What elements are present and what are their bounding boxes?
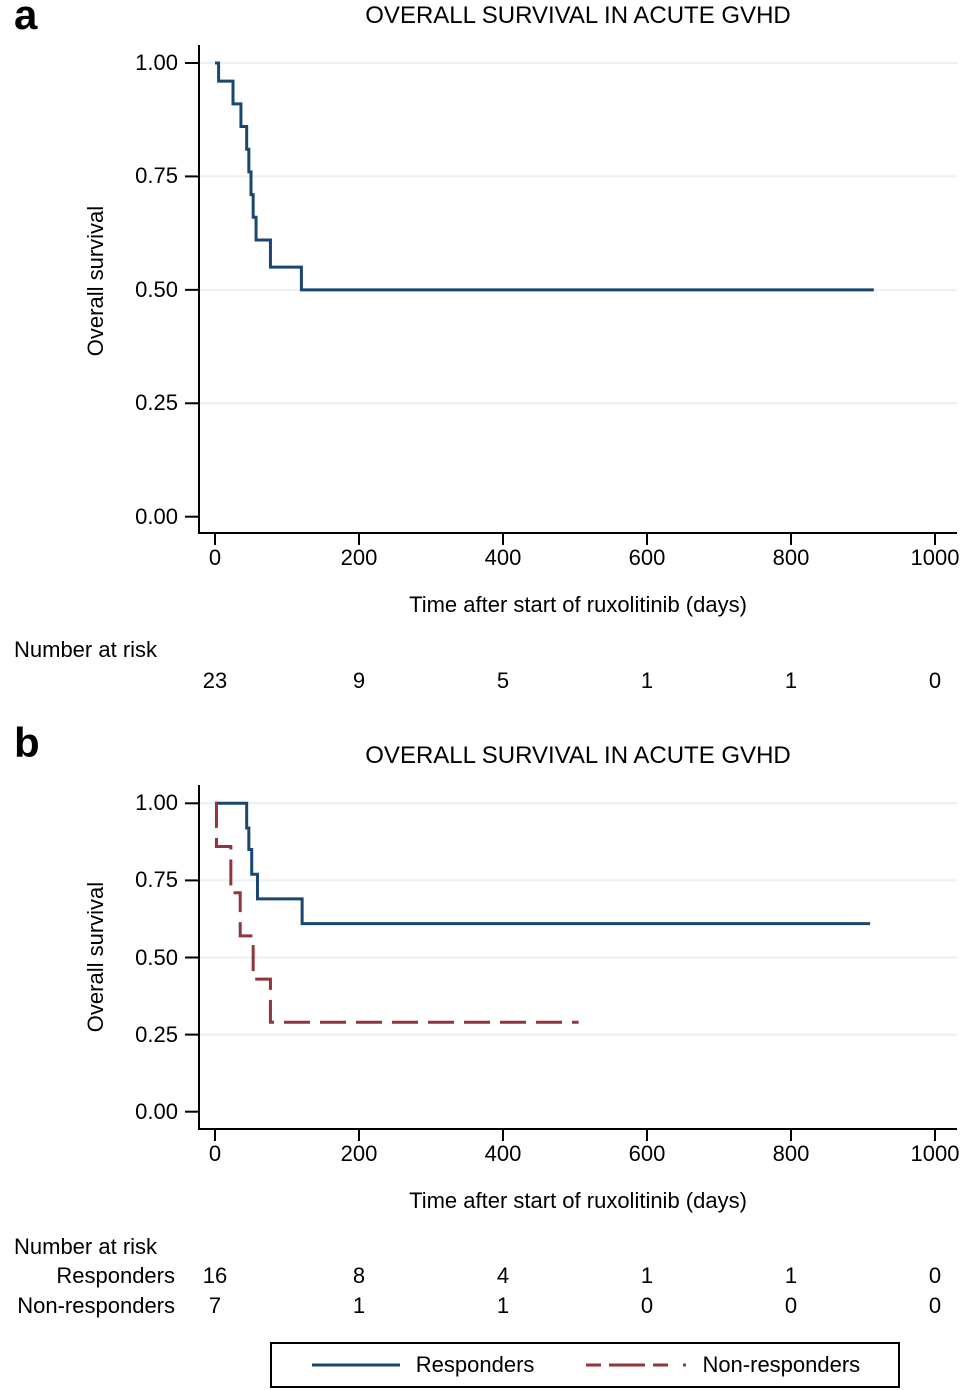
panel-b-y-tick-label: 0.50 [135,944,178,970]
panel-b-risk-count: 8 [352,1263,366,1288]
panel-b-risk-count: 1 [640,1263,654,1288]
panel-b-title: OVERALL SURVIVAL IN ACUTE GVHD [365,742,791,769]
panel-b-risk-count: 0 [784,1293,798,1318]
panel-b-risk-count: 4 [496,1263,510,1288]
panel-b-x-tick-label: 1000 [910,1141,960,1166]
panel-b-x-tick-label: 0 [208,1141,222,1166]
panel-b-risk-count: 0 [928,1293,942,1318]
panel-b-x-axis-label: Time after start of ruxolitinib (days) [409,1188,747,1213]
panel-a-x-axis-label: Time after start of ruxolitinib (days) [409,592,747,617]
panel-a-x-tick-label: 1000 [910,545,960,570]
panel-a-y-tick-label: 1.00 [135,50,178,75]
panel-b-curve-responders [215,801,871,926]
panel-b-y-tick-label: 1.00 [135,790,178,816]
panel-b-risk-count: 0 [928,1263,942,1288]
panel-a-risk-count: 1 [784,668,798,693]
panel-b-x-tick-label: 600 [628,1141,666,1166]
panel-b-x-tick-label: 400 [484,1141,522,1166]
panel-a-y-tick-label: 0.50 [135,276,178,302]
panel-a-y-tick-label: 0.00 [135,503,178,529]
panel-b-risk-count: 0 [640,1293,654,1318]
responders-line-swatch [311,1363,400,1367]
panel-a-risk-count: 23 [202,668,228,693]
panel-a-y-axis-label: Overall survival [83,205,108,357]
panel-a-number-at-risk-header: Number at risk [14,637,158,662]
panel-b-y-axis-label: Overall survival [83,881,108,1033]
panel-b-risk-count: 1 [352,1293,366,1318]
panel-a-x-tick-label: 800 [772,545,810,570]
legend: Responders Non-responders [270,1342,900,1388]
panel-a-risk-count: 0 [928,668,942,693]
panel-b-risk-count: 1 [496,1293,510,1318]
panel-b-curve-non-responders [214,801,579,1024]
panel-a-risk-count: 1 [640,668,654,693]
panel-a-risk-count: 9 [352,668,366,693]
panel-b-number-at-risk-header: Number at risk [14,1234,158,1259]
panel-b-y-tick-label: 0.75 [135,867,178,893]
panel-a-x-tick-label: 200 [340,545,378,570]
panel-a-y-tick-label: 0.75 [135,163,178,189]
panel-b-risk-count: 1 [784,1263,798,1288]
panel-b-x-tick-label: 200 [340,1141,378,1166]
panel-b-risk-row-label-responders: Responders [56,1263,175,1288]
panel-a-y-tick-label: 0.25 [135,390,178,416]
panel-b-y-tick-label: 0.25 [135,1021,178,1047]
panel-a-x-tick-label: 0 [208,545,222,570]
legend-label-non-responders: Non-responders [702,1352,861,1377]
panel-b-y-tick-label: 0.00 [135,1098,178,1124]
legend-item-non-responders: Non-responders [584,1352,860,1378]
legend-item-responders: Responders [310,1352,535,1378]
panel-b-x-tick-label: 800 [772,1141,810,1166]
panel-a-title: OVERALL SURVIVAL IN ACUTE GVHD [365,2,791,29]
panel-a-x-tick-label: 600 [628,545,666,570]
panel-b-risk-count: 16 [202,1263,228,1288]
panel-b-risk-row-label-non-responders: Non-responders [17,1293,175,1318]
panel-a-risk-count: 5 [496,668,510,693]
panel-b-risk-count: 7 [208,1293,222,1318]
panel-a-marker: a [14,0,38,38]
panel-a-curve-all-patients [215,61,874,292]
non-responders-line-swatch [586,1363,687,1367]
panel-b-marker: b [14,719,40,766]
legend-label-responders: Responders [415,1352,535,1377]
panel-a-x-tick-label: 400 [484,545,522,570]
